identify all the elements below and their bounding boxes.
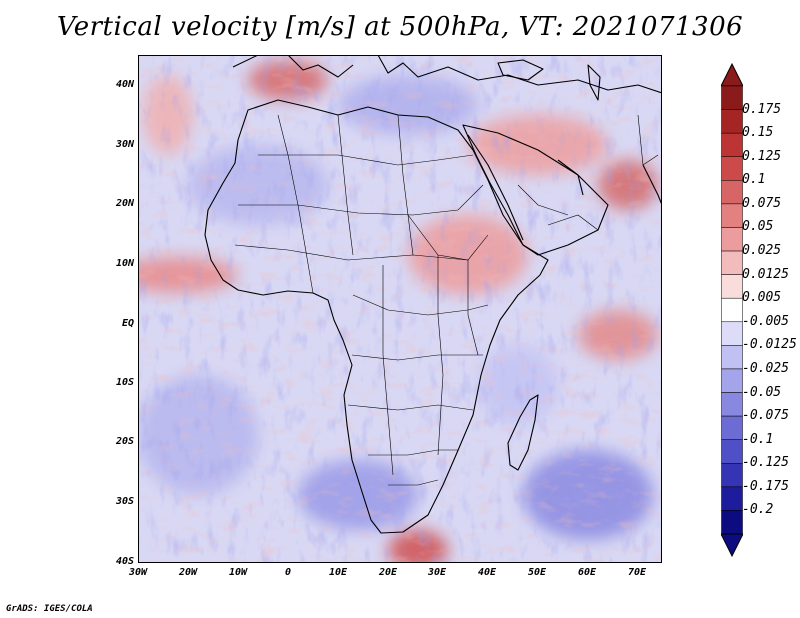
lon-label-20w: 20W <box>178 567 198 578</box>
colorbar-swatch <box>721 156 743 181</box>
lat-label-30s: 30S <box>115 496 134 507</box>
colorbar-swatch <box>721 510 743 535</box>
colorbar-bottom-arrow <box>721 533 743 558</box>
lon-label-30w: 30W <box>128 567 148 578</box>
grads-credit: GrADS: IGES/COLA <box>6 604 93 614</box>
lat-label-40s: 40S <box>115 556 134 567</box>
lat-label-20n: 20N <box>115 198 134 209</box>
country-borders <box>234 114 659 486</box>
colorbar-swatch <box>721 180 743 205</box>
colorbar-label: -0.0125 <box>742 337 797 353</box>
colorbar-label: 0.125 <box>742 148 782 164</box>
colorbar-label: 0.075 <box>742 195 782 211</box>
lon-label-10w: 10W <box>228 567 248 578</box>
colorbar-swatch <box>721 392 743 417</box>
lon-label-10e: 10E <box>328 567 348 578</box>
colorbar-label: -0.125 <box>742 455 789 471</box>
colorbar-swatch <box>721 415 743 440</box>
lat-label-20s: 20S <box>115 436 134 447</box>
colorbar-label: 0.1 <box>742 172 766 188</box>
lat-label-30n: 30N <box>115 139 134 150</box>
colorbar-label: 0.025 <box>742 243 782 259</box>
map-title: Vertical velocity [m/s] at 500hPa, VT: 2… <box>56 12 744 42</box>
map-panel[interactable] <box>138 55 662 563</box>
colorbar-label: -0.05 <box>742 384 782 400</box>
colorbar <box>721 62 743 558</box>
lon-label-0: 0 <box>284 567 292 578</box>
lat-label-40n: 40N <box>115 79 134 90</box>
colorbar-label: -0.1 <box>742 431 774 447</box>
colorbar-top-arrow <box>721 62 743 87</box>
coastlines <box>204 55 662 534</box>
colorbar-swatch <box>721 439 743 464</box>
colorbar-label: -0.2 <box>742 502 774 518</box>
colorbar-swatch <box>721 132 743 157</box>
colorbar-swatch <box>721 203 743 228</box>
colorbar-swatch <box>721 345 743 370</box>
colorbar-label: 0.175 <box>742 101 782 117</box>
colorbar-swatch <box>721 227 743 252</box>
lat-label-10s: 10S <box>115 377 134 388</box>
lon-label-70e: 70E <box>627 567 647 578</box>
colorbar-label: -0.175 <box>742 478 789 494</box>
lon-label-30e: 30E <box>427 567 447 578</box>
colorbar-swatch <box>721 486 743 511</box>
lat-label-eq: EQ <box>121 318 134 329</box>
colorbar-swatch <box>721 274 743 299</box>
colorbar-label: -0.025 <box>742 360 789 376</box>
lon-label-50e: 50E <box>527 567 547 578</box>
colorbar-swatch <box>721 109 743 134</box>
colorbar-label: -0.005 <box>742 313 789 329</box>
vertical-velocity-field <box>138 55 662 563</box>
colorbar-swatch <box>721 368 743 393</box>
colorbar-swatch <box>721 321 743 346</box>
colorbar-swatch <box>721 463 743 488</box>
lon-label-40e: 40E <box>477 567 497 578</box>
colorbar-label: -0.075 <box>742 408 789 424</box>
colorbar-swatch <box>721 250 743 275</box>
lon-label-60e: 60E <box>577 567 597 578</box>
colorbar-label: 0.15 <box>742 125 774 141</box>
lon-label-20e: 20E <box>378 567 398 578</box>
colorbar-label: 0.0125 <box>742 266 789 282</box>
colorbar-label: 0.05 <box>742 219 774 235</box>
colorbar-swatch <box>721 297 743 323</box>
colorbar-swatch <box>721 85 743 110</box>
lat-label-10n: 10N <box>115 258 134 269</box>
colorbar-label: 0.005 <box>742 290 782 306</box>
